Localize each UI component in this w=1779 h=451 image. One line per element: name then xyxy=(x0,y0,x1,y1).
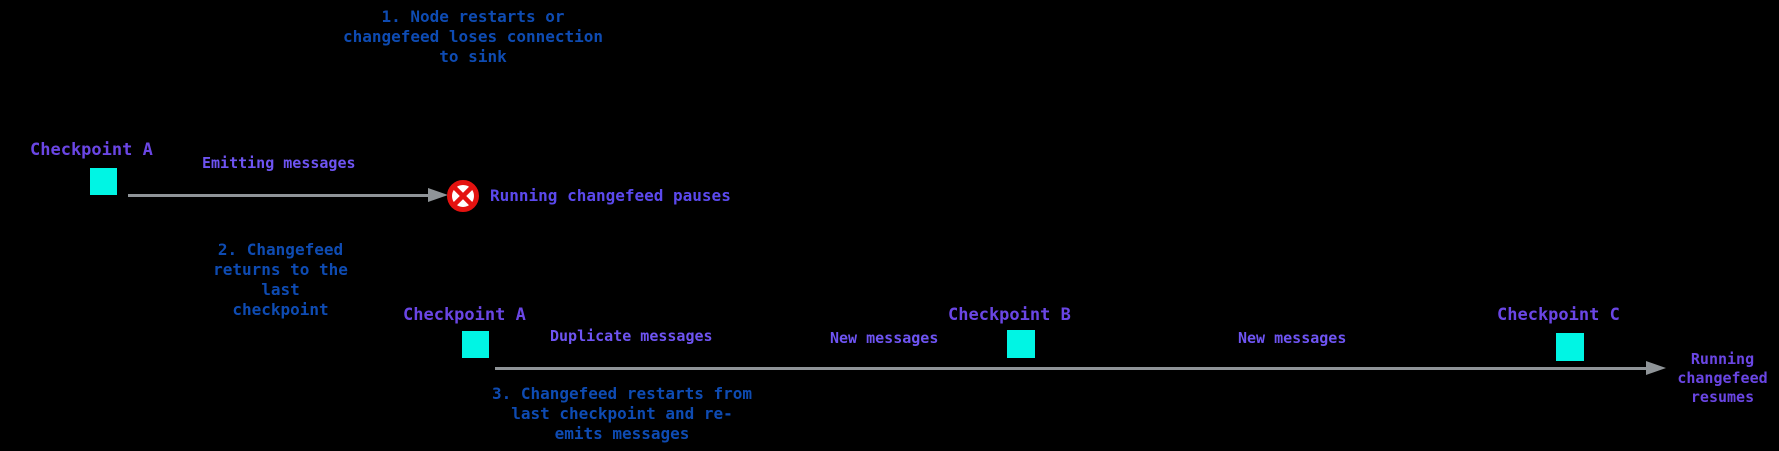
checkpoint-a-marker-restart xyxy=(462,331,489,358)
emitting-messages-label: Emitting messages xyxy=(202,154,356,172)
note-returns-to-checkpoint: 2. Changefeed returns to the last checkp… xyxy=(213,240,348,319)
checkpoint-b-label: Checkpoint B xyxy=(948,305,1071,325)
running-changefeed-resumes-label: Running changefeed resumes xyxy=(1677,350,1768,406)
timeline-initial-arrow-line xyxy=(128,194,431,197)
note-node-restarts: 1. Node restarts or changefeed loses con… xyxy=(342,7,604,66)
error-circled-x-icon xyxy=(447,180,479,212)
checkpoint-b-marker xyxy=(1007,330,1035,358)
note-restarts-from-checkpoint: 3. Changefeed restarts from last checkpo… xyxy=(491,384,753,443)
checkpoint-a-label-restart: Checkpoint A xyxy=(403,305,526,325)
duplicate-messages-label: Duplicate messages xyxy=(550,327,713,345)
checkpoint-c-marker xyxy=(1556,333,1584,361)
new-messages-1-label: New messages xyxy=(830,329,939,347)
checkpoint-a-marker-initial xyxy=(90,168,117,195)
checkpoint-c-label: Checkpoint C xyxy=(1497,305,1620,325)
checkpoint-a-label-initial: Checkpoint A xyxy=(30,140,153,160)
timeline-initial-arrow-head xyxy=(428,188,448,202)
timeline-restart-arrow-line xyxy=(495,367,1648,370)
timeline-restart-arrow-head xyxy=(1646,361,1666,375)
running-changefeed-pauses-label: Running changefeed pauses xyxy=(490,186,731,205)
new-messages-2-label: New messages xyxy=(1238,329,1347,347)
